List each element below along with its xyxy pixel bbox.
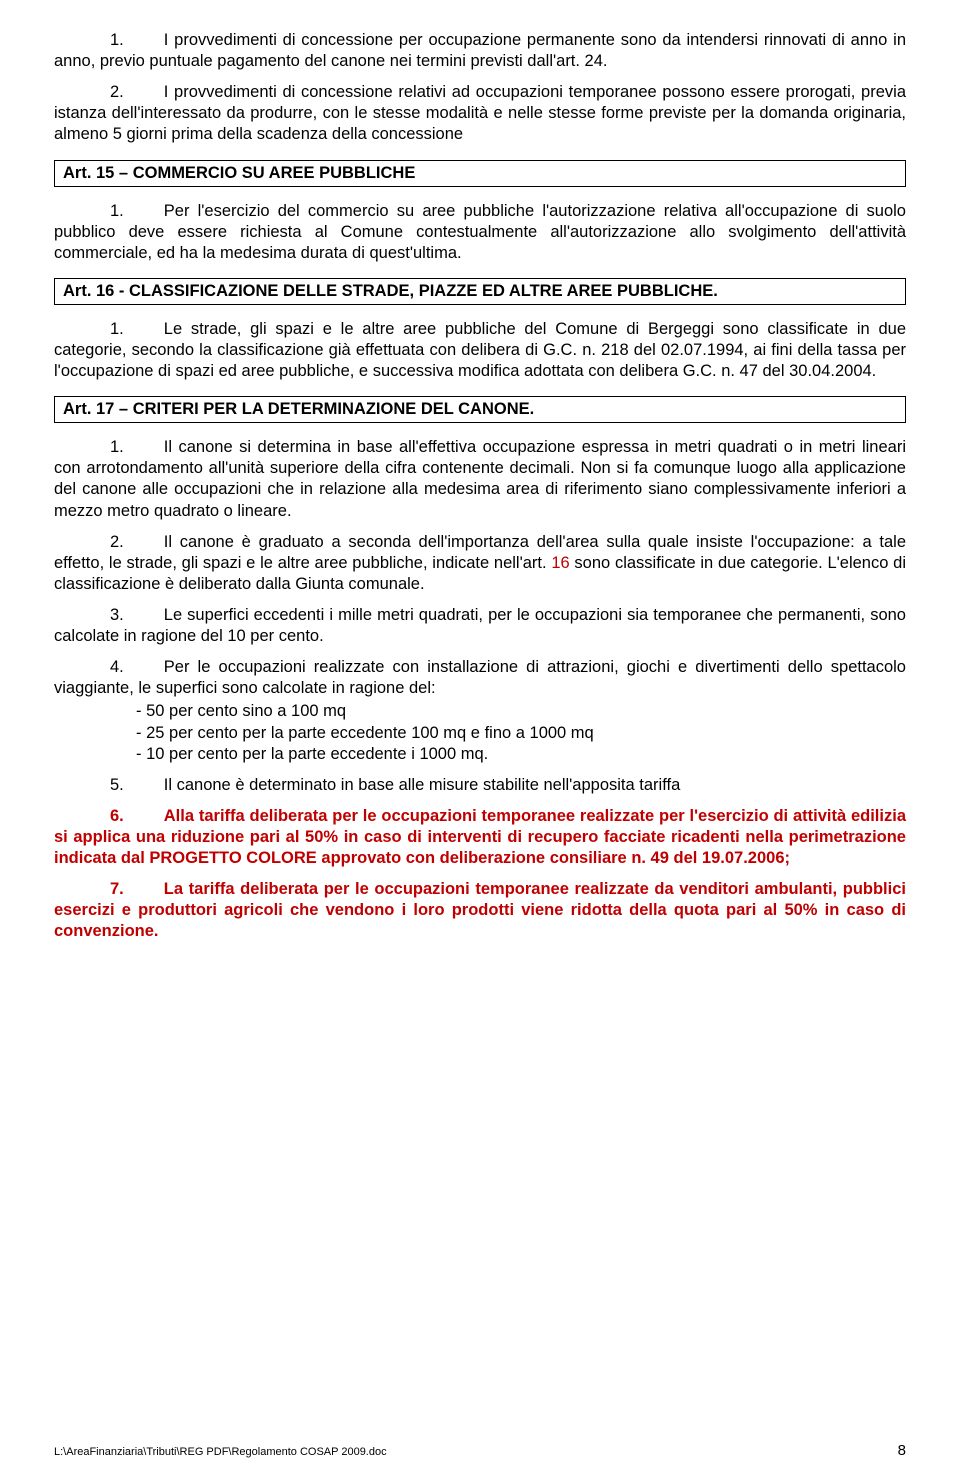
art16-para-1: 1.Le strade, gli spazi e le altre aree p… <box>54 319 906 382</box>
sec14-para-1: 1.I provvedimenti di concessione per occ… <box>54 30 906 72</box>
art16-heading: Art. 16 - CLASSIFICAZIONE DELLE STRADE, … <box>54 278 906 305</box>
heading-dot: . <box>713 282 718 300</box>
inline-ref-red: 16 <box>551 554 569 572</box>
list-item: 25 per cento per la parte eccedente 100 … <box>54 723 906 744</box>
art17-para-1: 1.Il canone si determina in base all'eff… <box>54 437 906 521</box>
art17-para-7: 7.La tariffa deliberata per le occupazio… <box>54 879 906 942</box>
para-number: 3. <box>54 605 164 626</box>
para-text: I provvedimenti di concessione per occup… <box>54 31 906 70</box>
sec14-para-2: 2.I provvedimenti di concessione relativ… <box>54 82 906 145</box>
footer-path: L:\AreaFinanziaria\Tributi\REG PDF\Regol… <box>54 1446 387 1458</box>
para-number: 6. <box>54 806 164 827</box>
para-number: 1. <box>54 201 164 222</box>
art17-para-2: 2.Il canone è graduato a seconda dell'im… <box>54 532 906 595</box>
art17-para-5: 5.Il canone è determinato in base alle m… <box>54 775 906 796</box>
para-text: Il canone è determinato in base alle mis… <box>164 776 680 794</box>
list-item: 10 per cento per la parte eccedente i 10… <box>54 744 906 765</box>
para-text: La tariffa deliberata per le occupazioni… <box>54 880 906 940</box>
para-number: 1. <box>54 30 164 51</box>
para-number: 1. <box>54 319 164 340</box>
para-number: 5. <box>54 775 164 796</box>
art17-para-3: 3.Le superfici eccedenti i mille metri q… <box>54 605 906 647</box>
footer-page-number: 8 <box>898 1442 906 1459</box>
para-text: Per l'esercizio del commercio su aree pu… <box>54 202 906 262</box>
art15-para-1: 1.Per l'esercizio del commercio su aree … <box>54 201 906 264</box>
art17-para-4: 4.Per le occupazioni realizzate con inst… <box>54 657 906 699</box>
para-text: Il canone si determina in base all'effet… <box>54 438 906 519</box>
para-number: 1. <box>54 437 164 458</box>
art15-heading: Art. 15 – COMMERCIO SU AREE PUBBLICHE <box>54 160 906 187</box>
list-item: 50 per cento sino a 100 mq <box>54 701 906 722</box>
art17-para-6: 6.Alla tariffa deliberata per le occupaz… <box>54 806 906 869</box>
heading-text: Art. 16 - CLASSIFICAZIONE DELLE STRADE, … <box>63 282 713 300</box>
page-footer: L:\AreaFinanziaria\Tributi\REG PDF\Regol… <box>54 1442 906 1459</box>
art17-heading: Art. 17 – CRITERI PER LA DETERMINAZIONE … <box>54 396 906 423</box>
para-number: 7. <box>54 879 164 900</box>
para-text: Alla tariffa deliberata per le occupazio… <box>54 807 906 867</box>
para-number: 2. <box>54 532 164 553</box>
para-text: Per le occupazioni realizzate con instal… <box>54 658 906 697</box>
para-text: Le superfici eccedenti i mille metri qua… <box>54 606 906 645</box>
art17-para-4-list: 50 per cento sino a 100 mq 25 per cento … <box>54 701 906 764</box>
para-number: 4. <box>54 657 164 678</box>
para-text: Le strade, gli spazi e le altre aree pub… <box>54 320 906 380</box>
document-page: 1.I provvedimenti di concessione per occ… <box>0 0 960 1475</box>
para-number: 2. <box>54 82 164 103</box>
para-text: I provvedimenti di concessione relativi … <box>54 83 906 143</box>
